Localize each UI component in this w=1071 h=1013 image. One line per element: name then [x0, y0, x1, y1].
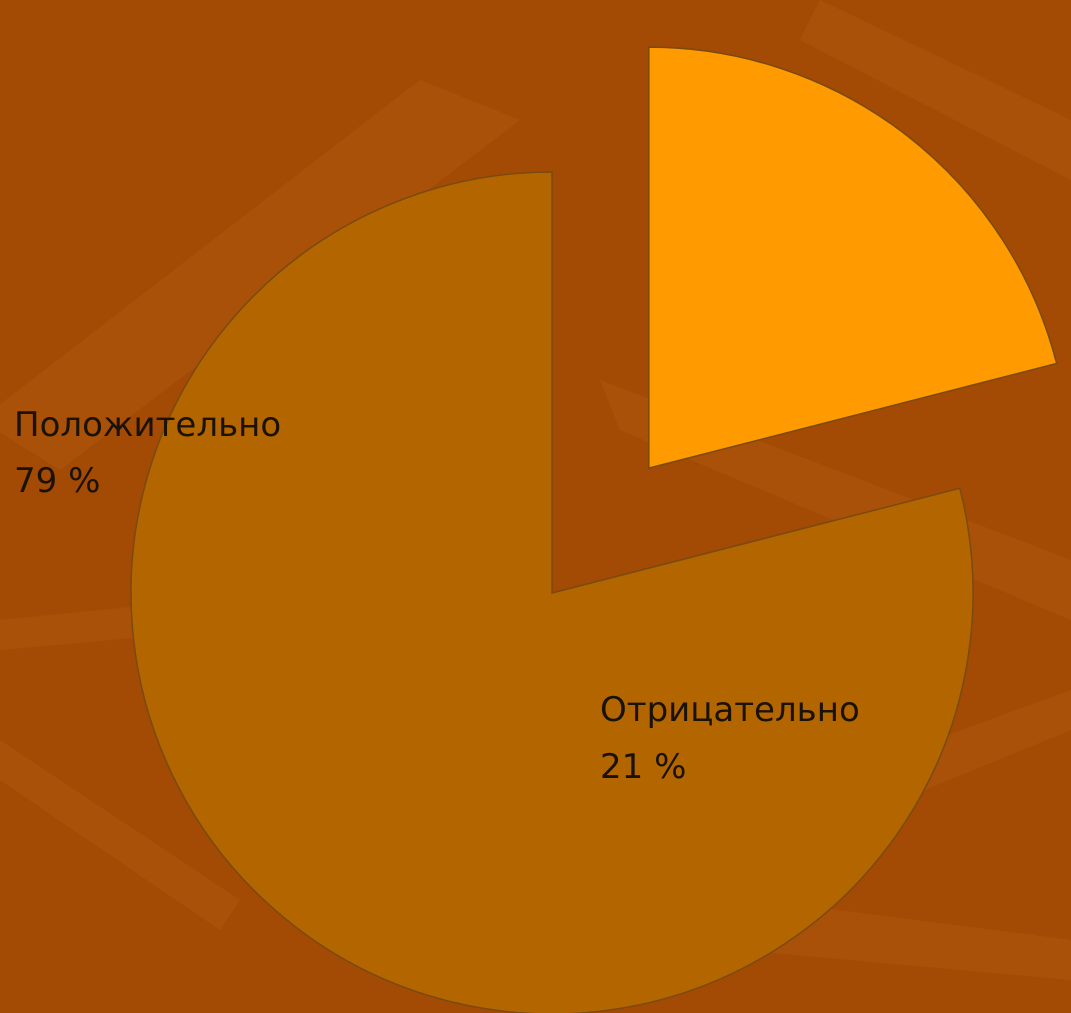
background-streak	[0, 80, 520, 470]
background-streak	[0, 740, 240, 930]
pie-slice-positive	[130, 171, 974, 1013]
pie-labels: Положительно 79 % Отрицательно 21 %	[14, 405, 860, 787]
pie-slices	[130, 46, 1058, 1013]
background-streak	[740, 900, 1071, 980]
label-negative-name: Отрицательно	[600, 690, 860, 730]
label-positive-name: Положительно	[14, 405, 281, 445]
label-negative-value: 21 %	[600, 747, 686, 787]
background-streak	[800, 0, 1071, 180]
label-positive-value: 79 %	[14, 461, 100, 501]
pie-slice-negative	[648, 46, 1058, 470]
